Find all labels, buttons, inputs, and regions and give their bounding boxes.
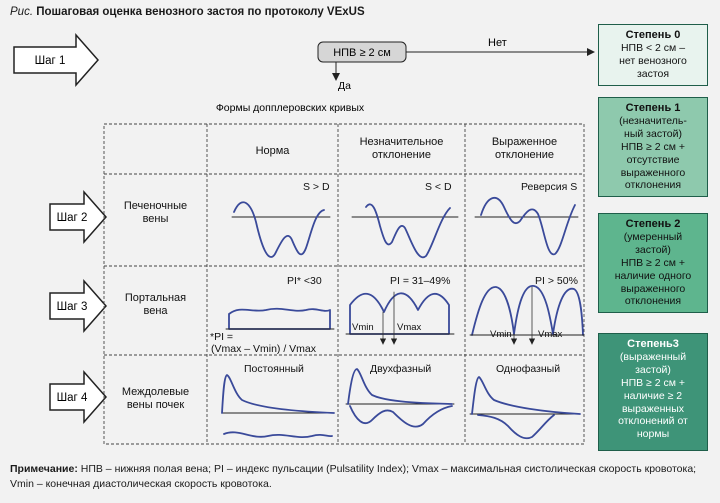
ivc-decision-label: НПВ ≥ 2 см xyxy=(333,47,391,59)
yes-label: Да xyxy=(338,80,351,92)
renal-biphasic-label: Двухфазный xyxy=(370,363,431,375)
figure-caption: Рис. Пошаговая оценка венозного застоя п… xyxy=(10,6,365,18)
portal-severe-label: PI > 50% xyxy=(535,275,578,287)
grade-3-box: Степень3 (выраженный застой) НПВ ≥ 2 см … xyxy=(598,333,708,451)
portal-severe-wave xyxy=(471,285,584,336)
vmin-label: Vmin xyxy=(352,322,374,333)
renal-monophasic-venous xyxy=(477,414,555,440)
renal-continuous-wave xyxy=(221,374,335,414)
portal-normal-wave xyxy=(228,307,331,330)
renal-biphasic-wave xyxy=(347,368,453,405)
grid-heading: Формы допплеровских кривых xyxy=(216,102,365,114)
portal-normal-label: PI* <30 xyxy=(287,275,322,287)
grade-1-title: Степень 1 xyxy=(625,102,681,114)
vmin-label: Vmin xyxy=(490,329,512,340)
step-1-label: Шаг 1 xyxy=(35,55,66,67)
grade-0-title: Степень 0 xyxy=(625,29,681,41)
col-header-normal: Норма xyxy=(255,145,290,157)
pi-footnote-line2: (Vmax – Vmin) / Vmax xyxy=(211,343,317,355)
vmax-label: Vmax xyxy=(538,329,563,340)
col-header-mild: Незначительное отклонение xyxy=(359,136,444,162)
waveform-labels: S > D S < D Реверсия S PI* <30 PI = 31–4… xyxy=(210,181,578,375)
portal-mild-wave xyxy=(349,292,450,335)
grade-0-body: НПВ < 2 см – нет венозного застоя xyxy=(619,42,687,80)
grade-3-body: (выраженный застой) НПВ ≥ 2 см + наличие… xyxy=(618,351,688,441)
row-header-hepatic: Печеночные вены xyxy=(123,200,188,226)
hepatic-normal-wave xyxy=(233,201,325,258)
hepatic-waveforms xyxy=(231,197,579,259)
footnote: Примечание: НПВ – нижняя полая вена; PI … xyxy=(10,462,700,492)
renal-continuous-venous xyxy=(223,431,333,439)
step-1-arrow: Шаг 1 xyxy=(13,33,99,87)
hepatic-mild-label: S < D xyxy=(425,181,452,193)
footnote-label: Примечание: xyxy=(10,463,78,475)
step-3-arrow: Шаг 3 xyxy=(49,279,107,333)
caption-prefix: Рис. xyxy=(10,6,34,18)
grade-3-title: Степень3 xyxy=(627,338,679,350)
grade-2-box: Степень 2 (умеренный застой) НПВ ≥ 2 см … xyxy=(598,213,708,313)
row-header-portal: Портальная вена xyxy=(124,292,187,318)
waveform-grid xyxy=(103,123,585,445)
hepatic-normal-label: S > D xyxy=(303,181,330,193)
caption-title: Пошаговая оценка венозного застоя по про… xyxy=(36,6,365,18)
hepatic-severe-label: Реверсия S xyxy=(521,181,577,193)
col-header-severe: Выраженное отклонение xyxy=(491,136,558,162)
step-2-label: Шаг 2 xyxy=(57,212,88,224)
grade-2-body: (умеренный застой) НПВ ≥ 2 см + наличие … xyxy=(614,231,692,308)
vmax-label: Vmax xyxy=(397,322,422,333)
renal-waveforms xyxy=(221,368,581,440)
no-label: Нет xyxy=(488,37,507,49)
step-2-arrow: Шаг 2 xyxy=(49,190,107,244)
portal-waveforms xyxy=(225,285,585,345)
renal-monophasic-label: Однофазный xyxy=(496,363,560,375)
renal-monophasic-wave xyxy=(471,376,581,415)
grade-1-body: (незначитель- ный застой) НПВ ≥ 2 см + о… xyxy=(619,115,687,192)
pi-footnote-line1: *PI = xyxy=(210,331,233,343)
portal-mild-label: PI = 31–49% xyxy=(390,275,450,287)
renal-continuous-label: Постоянный xyxy=(244,363,304,375)
grade-1-box: Степень 1 (незначитель- ный застой) НПВ … xyxy=(598,97,708,197)
hepatic-mild-wave xyxy=(365,203,451,259)
step-3-label: Шаг 3 xyxy=(57,301,88,313)
grade-0-box: Степень 0 НПВ < 2 см – нет венозного зас… xyxy=(598,24,708,86)
step-4-arrow: Шаг 4 xyxy=(49,370,107,424)
footnote-text: НПВ – нижняя полая вена; PI – индекс пул… xyxy=(10,463,697,491)
step-4-label: Шаг 4 xyxy=(57,392,88,404)
grade-2-title: Степень 2 xyxy=(625,218,681,230)
renal-biphasic-venous xyxy=(349,405,453,428)
row-header-renal: Междолевые вены почек xyxy=(121,386,190,412)
hepatic-severe-wave xyxy=(480,197,576,255)
